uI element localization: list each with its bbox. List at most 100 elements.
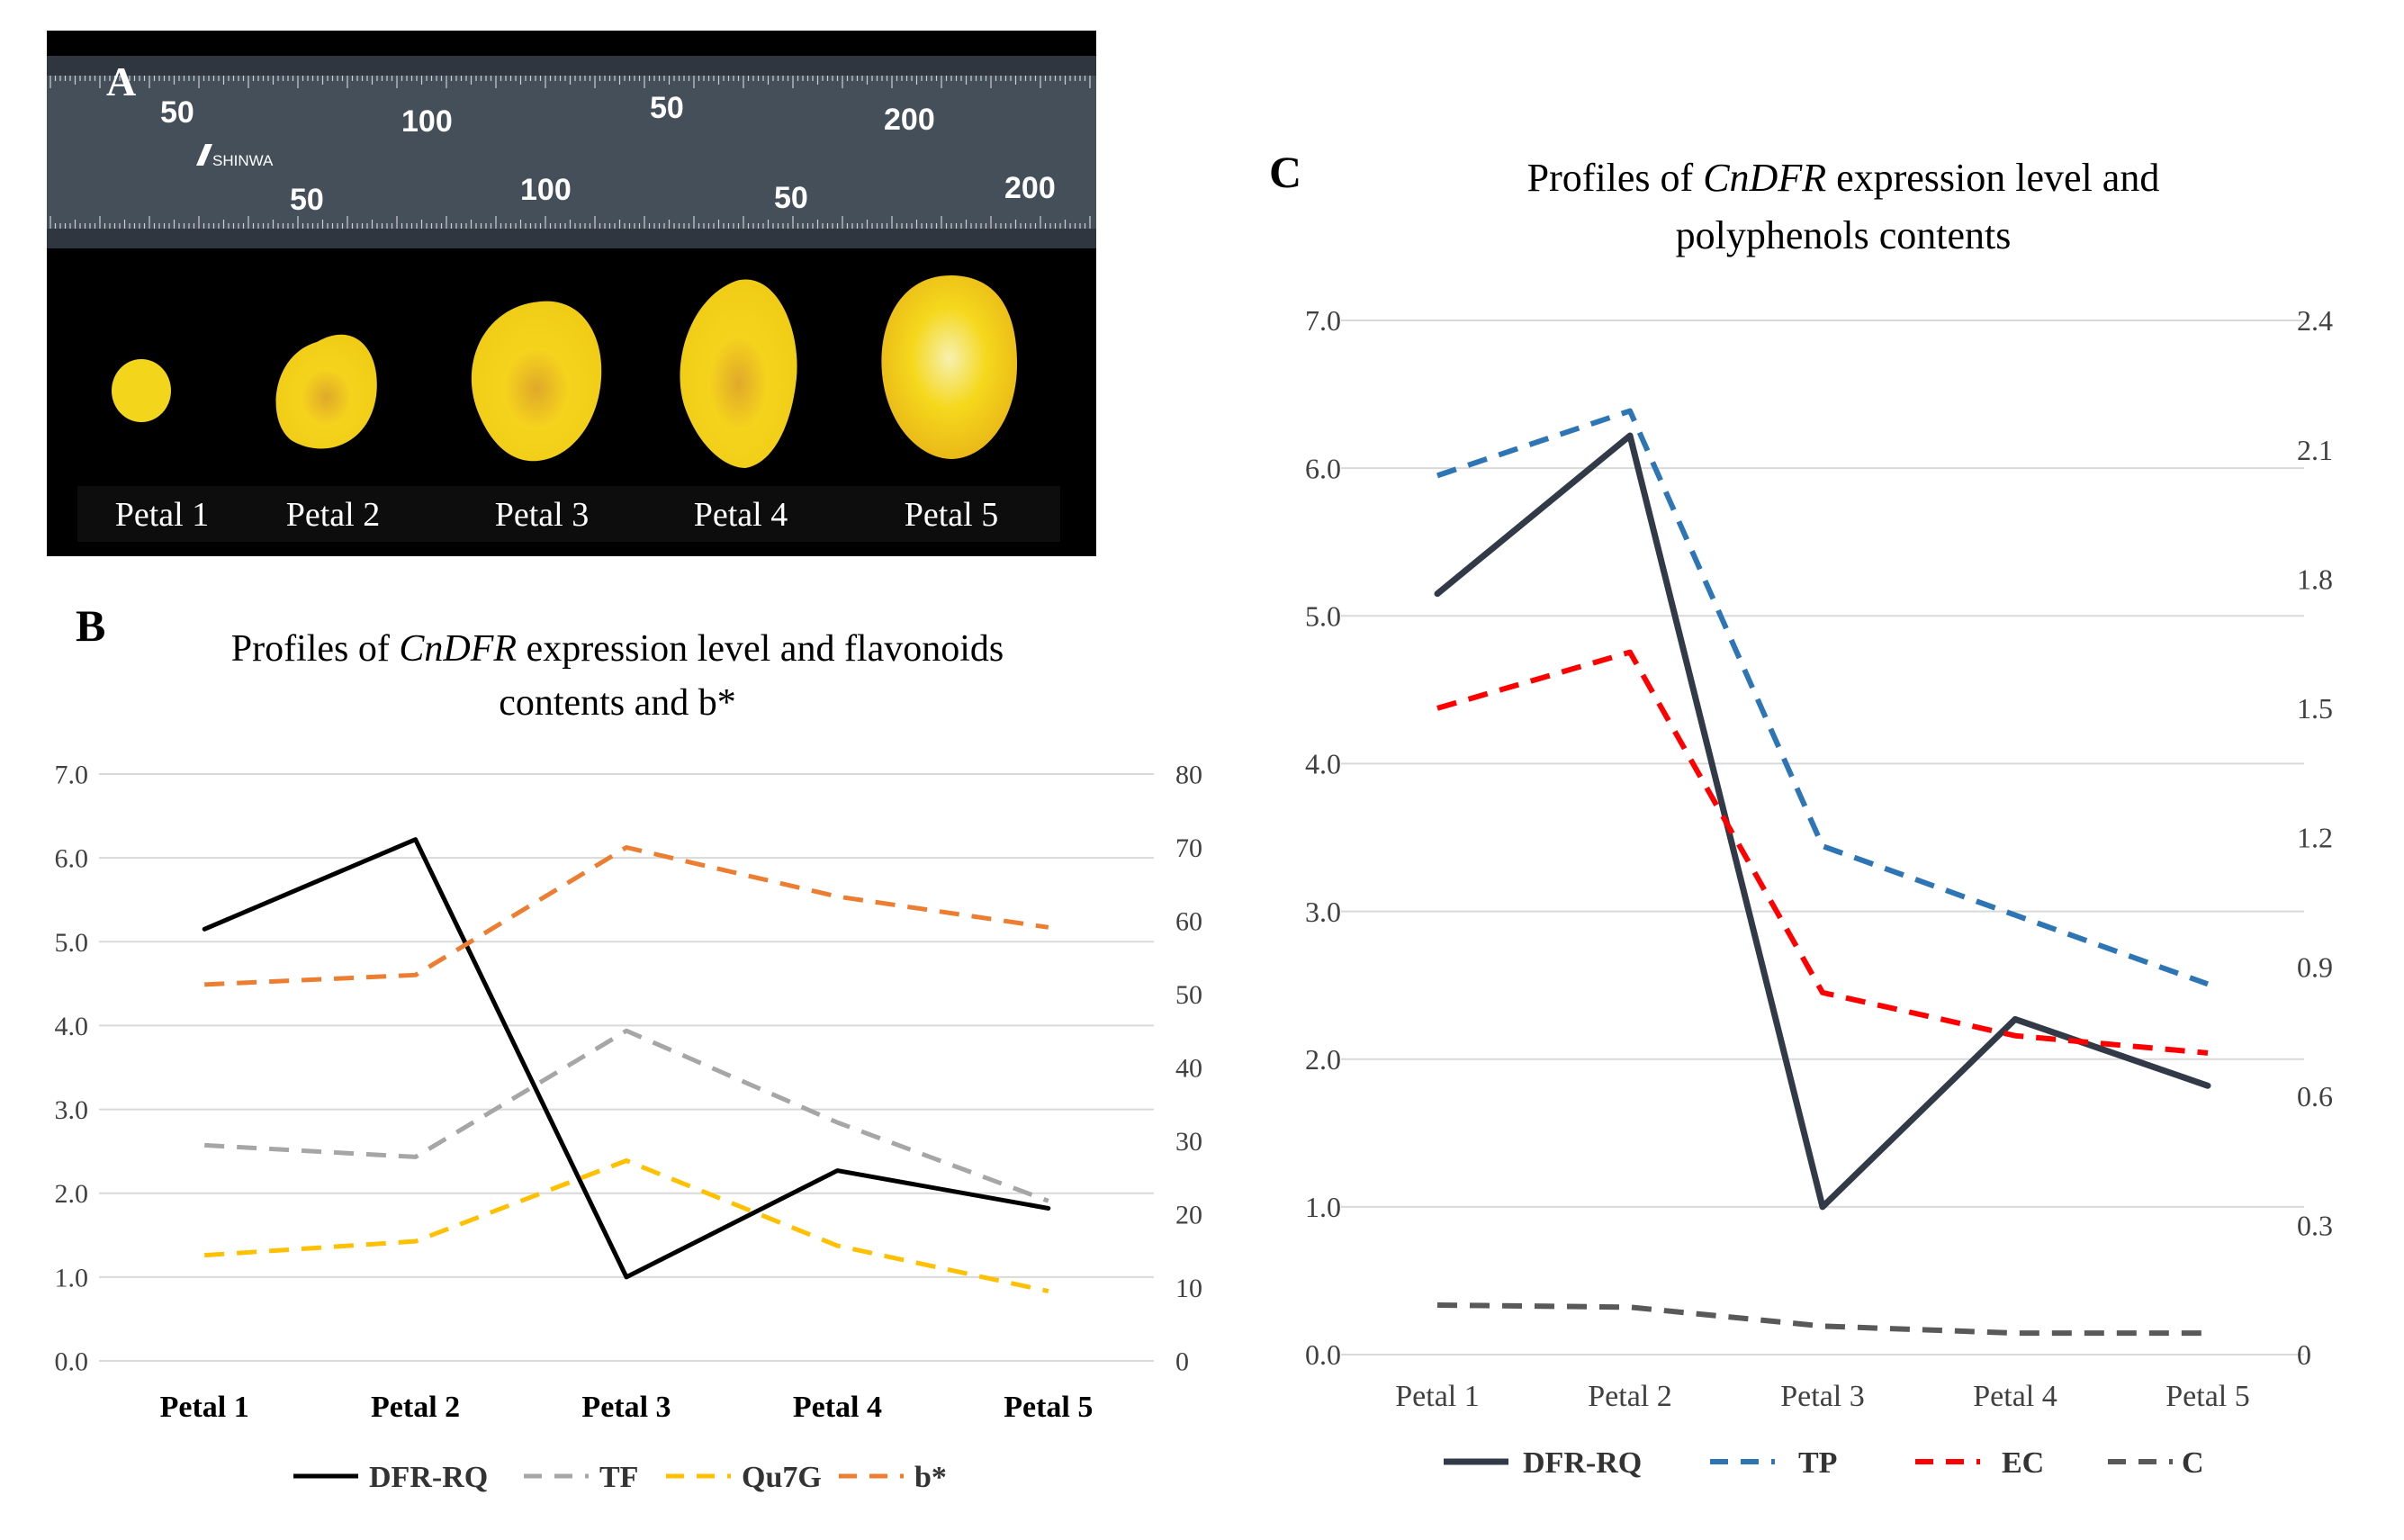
series-line-dfr-rq xyxy=(202,837,1051,1280)
chart-b-title-line1: Profiles of CnDFR expression level and f… xyxy=(231,628,1004,670)
data-point xyxy=(413,1154,419,1159)
x-category-label: Petal 4 xyxy=(1973,1380,2057,1413)
legend-label: DFR-RQ xyxy=(369,1461,488,1494)
data-point xyxy=(1627,650,1633,655)
chart-b-title-line2: contents and b* xyxy=(499,682,736,724)
data-point xyxy=(2012,1330,2018,1336)
chart-b: B Profiles of CnDFR expression level and… xyxy=(55,600,1203,1494)
petal-label: Petal 5 xyxy=(905,496,998,534)
data-point xyxy=(1820,1204,1825,1210)
data-point xyxy=(1435,473,1440,478)
legend-label: TF xyxy=(599,1461,638,1494)
petal-label: Petal 4 xyxy=(694,496,788,534)
data-point xyxy=(2012,1033,2018,1039)
data-point xyxy=(624,1028,629,1033)
series-line-tp xyxy=(1436,408,2210,987)
ruler-number: 50 xyxy=(160,95,194,130)
y-left-tick-label: 2.0 xyxy=(55,1179,89,1209)
ruler-ticks xyxy=(50,76,1091,229)
legend-label: C xyxy=(2182,1446,2204,1480)
series-line-b- xyxy=(204,845,1049,987)
x-category-label: Petal 3 xyxy=(581,1391,671,1424)
y-left-tick-label: 7.0 xyxy=(1305,304,1341,337)
data-point xyxy=(1627,1304,1633,1310)
series-line-qu7g xyxy=(204,1158,1049,1294)
data-point xyxy=(1820,990,1825,995)
series-line-tf xyxy=(204,1028,1049,1203)
data-point xyxy=(1435,591,1440,597)
petal-5-image xyxy=(881,275,1017,459)
y-right-tick-label: 0.9 xyxy=(2297,950,2333,983)
y-right-tick-label: 0 xyxy=(2297,1338,2311,1371)
y-left-tick-label: 2.0 xyxy=(1305,1043,1341,1076)
y-left-tick-label: 4.0 xyxy=(1305,748,1341,780)
data-point xyxy=(834,1168,840,1174)
data-point xyxy=(1627,433,1633,438)
ruler-number: 100 xyxy=(401,104,453,139)
data-point xyxy=(1435,706,1440,711)
data-point xyxy=(1046,1205,1051,1211)
panel-label-b: B xyxy=(76,600,105,651)
series-line-ec xyxy=(1436,649,2209,1056)
data-point xyxy=(202,1142,207,1148)
y-right-tick-label: 10 xyxy=(1175,1274,1202,1303)
data-point xyxy=(834,1120,840,1125)
y-left-tick-label: 4.0 xyxy=(55,1012,89,1041)
y-right-tick-label: 2.4 xyxy=(2297,304,2333,337)
data-point xyxy=(2205,1083,2210,1088)
y-right-tick-label: 20 xyxy=(1175,1201,1202,1230)
data-point xyxy=(413,1238,419,1244)
panel-a-photo: A 50 100 50 200 50 100 50 200 SHINWA xyxy=(47,31,1096,556)
y-right-tick-label: 0.6 xyxy=(2297,1080,2333,1112)
y-right-tick-label: 80 xyxy=(1175,761,1202,790)
y-right-tick-label: 1.2 xyxy=(2297,822,2333,854)
petal-label: Petal 2 xyxy=(286,496,380,534)
x-category-label: Petal 3 xyxy=(1780,1380,1864,1413)
y-left-tick-label: 6.0 xyxy=(55,844,89,874)
data-point xyxy=(202,982,207,987)
data-point xyxy=(834,894,840,899)
y-right-tick-label: 0 xyxy=(1175,1347,1189,1377)
x-category-label: Petal 2 xyxy=(371,1391,460,1424)
data-point xyxy=(413,837,419,842)
ruler-number: 200 xyxy=(1004,171,1056,205)
ruler-number: 50 xyxy=(650,91,684,125)
x-category-label: Petal 4 xyxy=(793,1391,882,1424)
data-point xyxy=(1820,1323,1825,1328)
y-left-tick-label: 5.0 xyxy=(1305,599,1341,632)
y-left-tick-label: 7.0 xyxy=(55,761,89,790)
data-point xyxy=(2012,913,2018,918)
panel-label-c: C xyxy=(1269,147,1301,197)
ruler-number: 100 xyxy=(520,173,572,207)
ruler-number: 200 xyxy=(884,103,935,137)
legend-label: Qu7G xyxy=(742,1461,822,1494)
y-right-tick-label: 60 xyxy=(1175,907,1202,937)
y-left-tick-label: 6.0 xyxy=(1305,452,1341,484)
petal-2-image xyxy=(275,334,377,449)
y-right-tick-label: 40 xyxy=(1175,1054,1202,1084)
ruler-number: 50 xyxy=(774,181,808,215)
y-left-tick-label: 0.0 xyxy=(55,1347,89,1377)
y-right-tick-label: 50 xyxy=(1175,980,1202,1010)
data-point xyxy=(834,1243,840,1248)
y-left-tick-label: 1.0 xyxy=(1305,1191,1341,1223)
petal-4-image xyxy=(680,279,797,468)
data-point xyxy=(413,972,419,977)
y-right-tick-label: 0.3 xyxy=(2297,1210,2333,1242)
data-point xyxy=(2205,1330,2210,1336)
ruler-number: 50 xyxy=(290,183,324,217)
legend-label: TP xyxy=(1798,1446,1837,1480)
data-point xyxy=(202,1253,207,1258)
chart-c: C Profiles of CnDFR expression level and… xyxy=(1269,147,2333,1480)
y-left-tick-label: 5.0 xyxy=(55,928,89,958)
petal-label: Petal 3 xyxy=(495,496,589,534)
ruler xyxy=(47,56,1096,248)
y-left-tick-label: 1.0 xyxy=(55,1263,89,1292)
data-point xyxy=(202,926,207,932)
y-left-tick-label: 3.0 xyxy=(1305,896,1341,928)
x-category-label: Petal 5 xyxy=(2165,1380,2249,1413)
y-right-tick-label: 1.5 xyxy=(2297,692,2333,725)
data-point xyxy=(2205,981,2210,986)
y-left-tick-label: 3.0 xyxy=(55,1095,89,1125)
